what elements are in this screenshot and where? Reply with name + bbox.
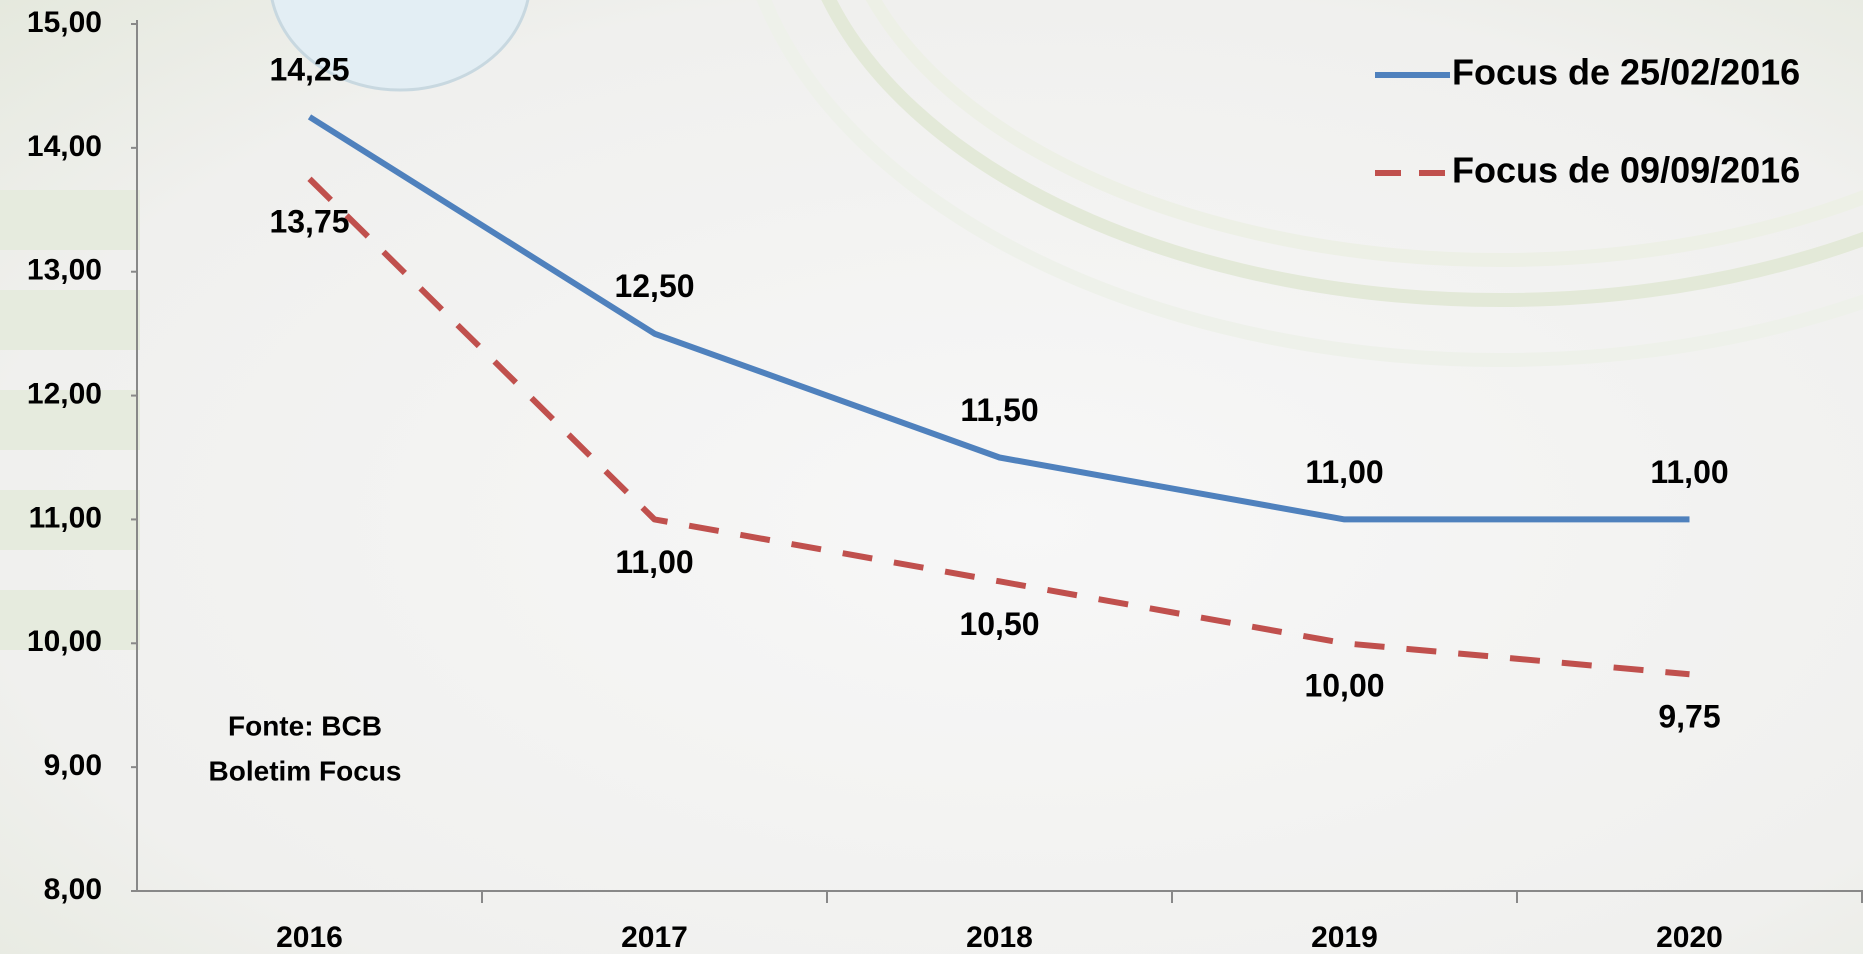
source-note: Fonte: BCB [228, 710, 382, 741]
decoration [756, 0, 1863, 367]
data-label: 14,25 [269, 51, 349, 87]
globe-decoration [270, 0, 530, 92]
x-tick-label: 2017 [621, 921, 688, 954]
x-tick-label: 2016 [276, 921, 343, 954]
y-tick-label: 11,00 [29, 501, 102, 534]
data-label: 12,50 [614, 268, 694, 304]
y-tick-label: 15,00 [27, 6, 102, 39]
data-label: 11,50 [960, 392, 1038, 428]
data-label: 11,00 [615, 544, 693, 580]
decoration-bands [0, 190, 140, 650]
y-tick-label: 8,00 [44, 873, 102, 906]
data-label: 9,75 [1658, 699, 1720, 735]
y-tick-label: 9,00 [44, 749, 102, 782]
y-tick-label: 10,00 [27, 625, 102, 658]
data-label: 11,00 [1305, 454, 1383, 490]
legend-label: Focus de 25/02/2016 [1452, 52, 1800, 93]
data-label: 13,75 [269, 203, 349, 239]
series-line [307, 176, 1690, 678]
y-tick-label: 13,00 [27, 254, 102, 287]
series-line [307, 114, 1690, 523]
data-label: 10,00 [1304, 668, 1384, 704]
x-tick-label: 2020 [1656, 921, 1723, 954]
y-tick-label: 12,00 [27, 377, 102, 410]
x-tick-label: 2019 [1311, 921, 1378, 954]
legend-label: Focus de 09/09/2016 [1452, 150, 1800, 191]
y-tick-label: 14,00 [27, 130, 102, 163]
x-tick-label: 2018 [966, 921, 1033, 954]
source-note: Boletim Focus [209, 755, 402, 786]
data-label: 10,50 [959, 606, 1039, 642]
data-label: 11,00 [1650, 454, 1728, 490]
